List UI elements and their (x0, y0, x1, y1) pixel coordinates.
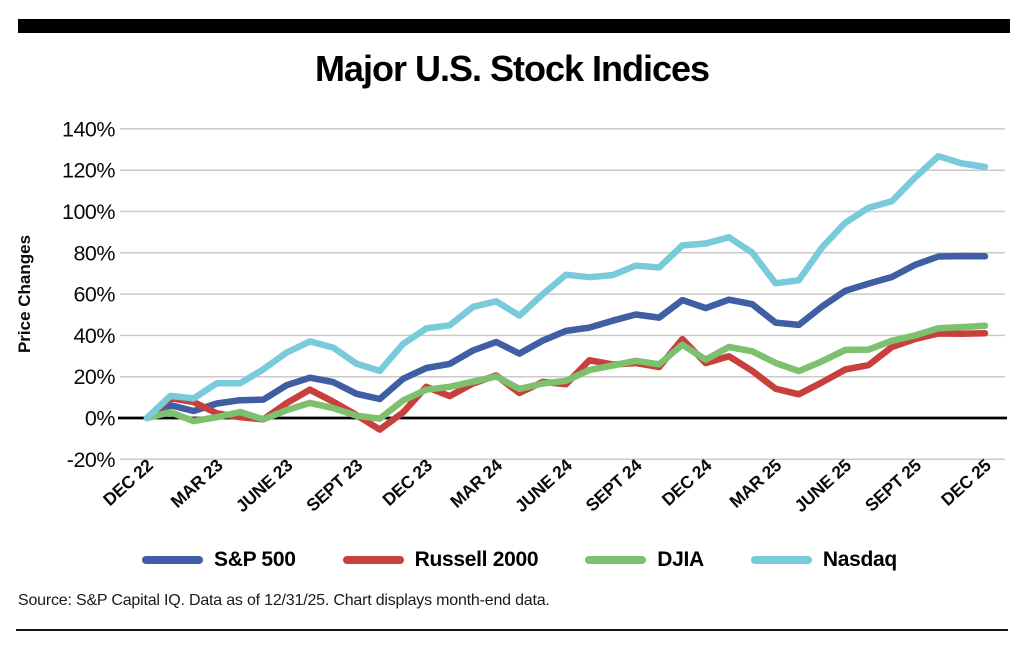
y-tick-label: 0% (85, 407, 115, 431)
chart-legend: S&P 500 Russell 2000 DJIA Nasdaq (142, 548, 897, 572)
legend-item-russell2000: Russell 2000 (342, 548, 539, 572)
x-tick-label: DEC 25 (937, 455, 995, 510)
y-tick-label: 120% (62, 159, 115, 183)
y-tick-label: 60% (73, 283, 115, 307)
y-tick-label: 80% (73, 241, 115, 265)
y-tick-label: 40% (73, 324, 115, 348)
series-line-s-p-500 (143, 252, 989, 422)
legend-label-djia: DJIA (657, 548, 704, 571)
source-note: Source: S&P Capital IQ. Data as of 12/31… (18, 592, 550, 609)
legend-item-djia: DJIA (585, 548, 704, 572)
y-tick-label: 140% (62, 117, 115, 141)
russell2000-line-swatch (342, 556, 404, 564)
y-tick-label: -20% (67, 448, 116, 472)
legend-item-sp500: S&P 500 (142, 548, 296, 572)
nasdaq-line-swatch (750, 556, 812, 564)
x-tick-label: SEPT 23 (302, 455, 366, 516)
x-tick-label: DEC 23 (378, 455, 436, 510)
x-tick-label: JUNE 25 (790, 455, 855, 516)
x-tick-label: MAR 25 (725, 455, 785, 512)
series-line-nasdaq (143, 152, 989, 422)
y-tick-label: 100% (62, 200, 115, 224)
x-tick-label: DEC 24 (658, 455, 716, 510)
top-rule-bar (18, 19, 1010, 33)
x-tick-label: JUNE 24 (511, 455, 576, 516)
bottom-rule (16, 629, 1008, 631)
legend-label-nasdaq: Nasdaq (822, 548, 897, 571)
y-axis-title: Price Changes (15, 235, 34, 353)
chart-title: Major U.S. Stock Indices (314, 48, 710, 89)
sp500-line-swatch (142, 556, 203, 564)
x-tick-label: MAR 24 (446, 455, 506, 512)
x-tick-label: SEPT 24 (582, 455, 646, 516)
y-tick-label: 20% (73, 365, 115, 389)
legend-item-nasdaq: Nasdaq (750, 548, 897, 572)
legend-label-russell2000: Russell 2000 (414, 548, 539, 571)
x-tick-label: SEPT 25 (861, 455, 925, 516)
x-tick-label: JUNE 23 (232, 455, 297, 516)
x-tick-label: MAR 23 (167, 455, 227, 512)
legend-label-sp500: S&P 500 (214, 548, 296, 571)
djia-line-swatch (585, 556, 647, 564)
series-line-djia (143, 322, 989, 425)
series-line-russell-2000 (143, 330, 989, 433)
